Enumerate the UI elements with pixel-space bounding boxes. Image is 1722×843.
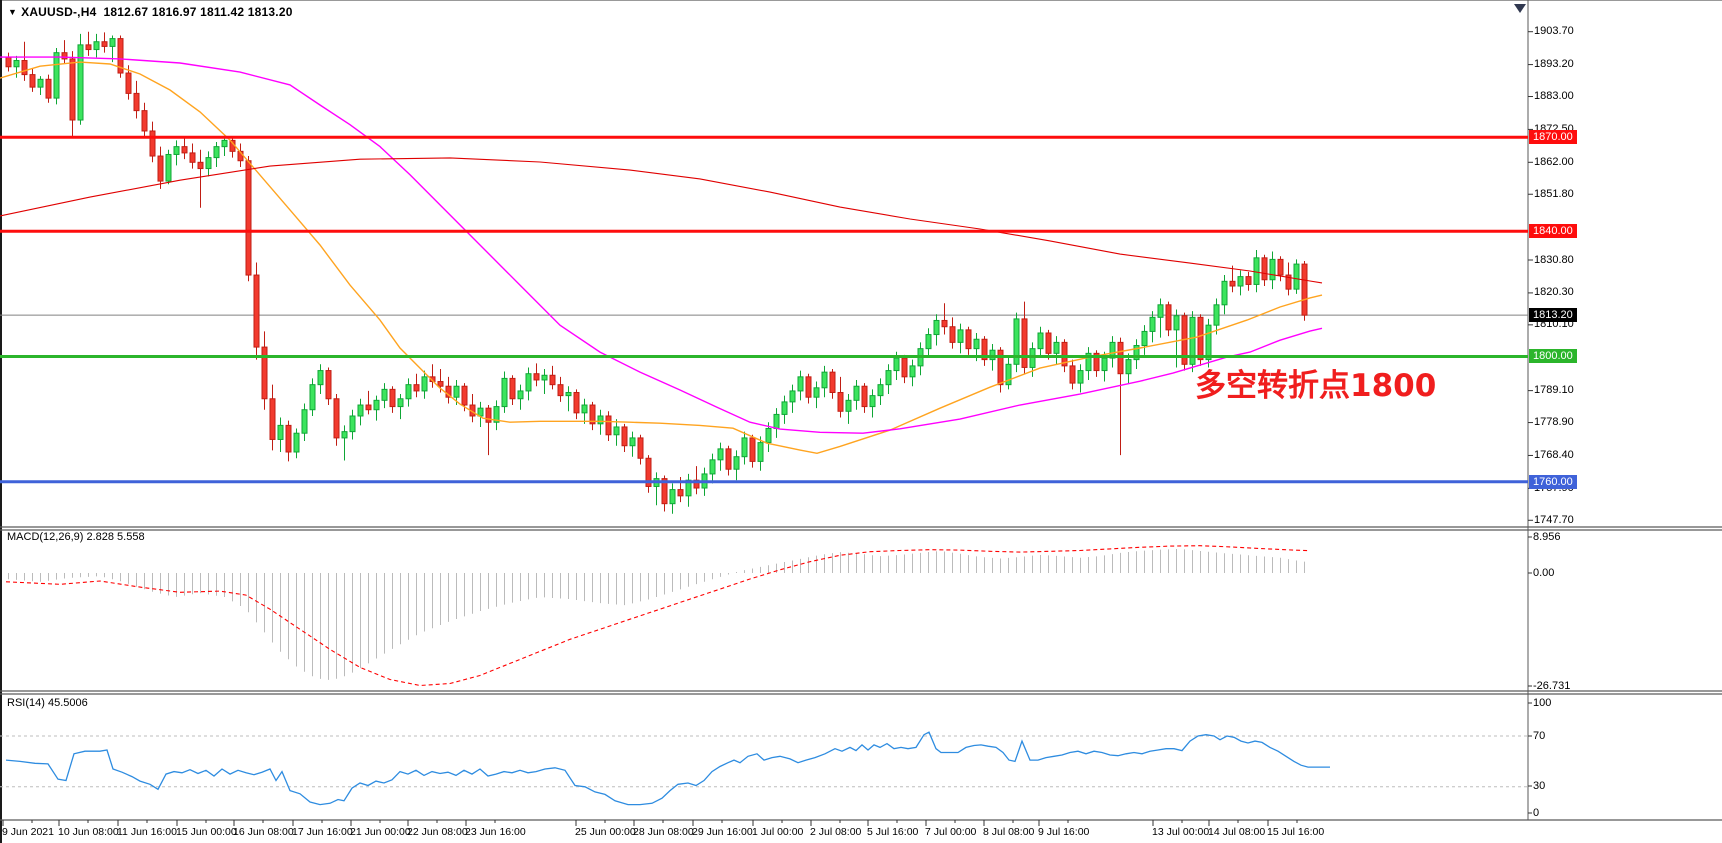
date-tick-label: 16 Jun 08:00 [233, 826, 294, 838]
macd-indicator-label: MACD(12,26,9) 2.828 5.558 [7, 531, 145, 543]
date-tick-label: 29 Jun 16:00 [692, 826, 753, 838]
macd-scale-label: -26.731 [1533, 679, 1571, 692]
price-tick-label: 1768.40 [1534, 448, 1574, 461]
date-tick-label: 11 Jun 16:00 [117, 826, 177, 838]
symbol-dropdown-icon[interactable]: ▼ [8, 7, 18, 17]
date-tick-label: 9 Jul 16:00 [1038, 826, 1090, 838]
price-tick-label: 1778.90 [1534, 416, 1574, 429]
price-tick-label: 1851.80 [1534, 187, 1574, 200]
date-tick-label: 15 Jun 00:00 [176, 826, 237, 838]
date-tick-label: 22 Jun 08:00 [407, 826, 468, 838]
date-tick-label: 14 Jul 08:00 [1208, 826, 1266, 838]
macd-scale-label: 8.956 [1533, 530, 1561, 543]
ohlc-readout: 1812.67 1816.97 1811.42 1813.20 [103, 5, 293, 19]
date-tick-label: 8 Jul 08:00 [983, 826, 1035, 838]
date-tick-label: 7 Jul 00:00 [925, 826, 977, 838]
chart-title: ▼ XAUUSD-,H4 1812.67 1816.97 1811.42 1813… [8, 5, 293, 19]
rsi-scale-label: 30 [1533, 779, 1546, 792]
price-tick-label: 1820.30 [1534, 286, 1574, 299]
price-tick-label: 1893.20 [1534, 58, 1574, 71]
rsi-indicator-label: RSI(14) 45.5006 [7, 697, 88, 709]
rsi-scale-label: 100 [1533, 696, 1552, 709]
price-tick-label: 1903.70 [1534, 25, 1574, 38]
price-badge: 1760.00 [1529, 474, 1577, 489]
price-badge: 1800.00 [1529, 349, 1577, 364]
price-tick-label: 1830.80 [1534, 253, 1574, 266]
price-tick-label: 1747.70 [1534, 513, 1574, 526]
price-badge: 1870.00 [1529, 130, 1577, 145]
date-tick-label: 15 Jul 16:00 [1267, 826, 1325, 838]
price-tick-label: 1789.10 [1534, 384, 1574, 397]
symbol-period-label: XAUUSD-,H4 [21, 5, 97, 19]
price-badge: 1813.20 [1529, 308, 1577, 323]
date-tick-label: 10 Jun 08:00 [58, 826, 119, 838]
date-tick-label: 1 Jul 00:00 [752, 826, 804, 838]
macd-scale-label: 0.00 [1533, 566, 1555, 579]
rsi-scale-label: 0 [1533, 806, 1540, 819]
date-tick-label: 9 Jun 2021 [2, 826, 54, 838]
date-tick-label: 21 Jun 00:00 [350, 826, 411, 838]
price-tick-label: 1883.00 [1534, 90, 1574, 103]
date-tick-label: 17 Jun 16:00 [292, 826, 353, 838]
date-tick-label: 5 Jul 16:00 [867, 826, 919, 838]
chart-text-annotation: 多空转折点1800 [1195, 368, 1437, 404]
price-badge: 1840.00 [1529, 224, 1577, 239]
date-tick-label: 13 Jul 00:00 [1152, 826, 1210, 838]
date-tick-label: 28 Jun 08:00 [633, 826, 694, 838]
date-tick-label: 2 Jul 08:00 [810, 826, 862, 838]
date-tick-label: 25 Jun 00:00 [575, 826, 636, 838]
price-tick-label: 1862.00 [1534, 155, 1574, 168]
rsi-scale-label: 70 [1533, 729, 1546, 742]
date-tick-label: 23 Jun 16:00 [465, 826, 526, 838]
